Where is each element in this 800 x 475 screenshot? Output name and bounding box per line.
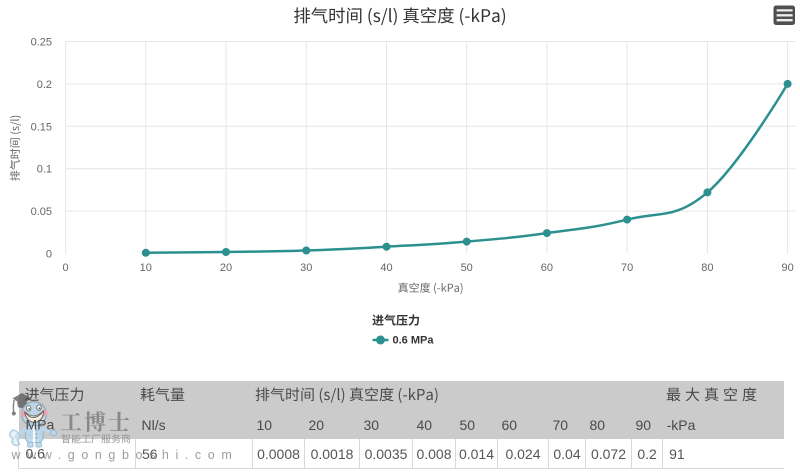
- svg-text:90: 90: [781, 262, 793, 274]
- svg-text:30: 30: [300, 262, 312, 274]
- svg-text:0: 0: [63, 262, 69, 274]
- svg-text:MPa: MPa: [26, 417, 55, 433]
- svg-text:0.15: 0.15: [31, 121, 52, 133]
- svg-text:10: 10: [140, 262, 152, 274]
- svg-text:50: 50: [461, 262, 473, 274]
- svg-text:0.6 MPa: 0.6 MPa: [393, 335, 435, 347]
- svg-text:0: 0: [46, 249, 52, 261]
- svg-text:40: 40: [380, 262, 392, 274]
- svg-text:20: 20: [220, 262, 232, 274]
- svg-text:0.1: 0.1: [37, 164, 52, 176]
- svg-text:80: 80: [701, 262, 713, 274]
- svg-text:0.6: 0.6: [26, 446, 46, 462]
- svg-text:0.25: 0.25: [31, 37, 52, 49]
- svg-text:70: 70: [621, 262, 633, 274]
- svg-text:60: 60: [541, 262, 553, 274]
- svg-text:0.05: 0.05: [31, 206, 52, 218]
- svg-text:0.2: 0.2: [37, 79, 52, 91]
